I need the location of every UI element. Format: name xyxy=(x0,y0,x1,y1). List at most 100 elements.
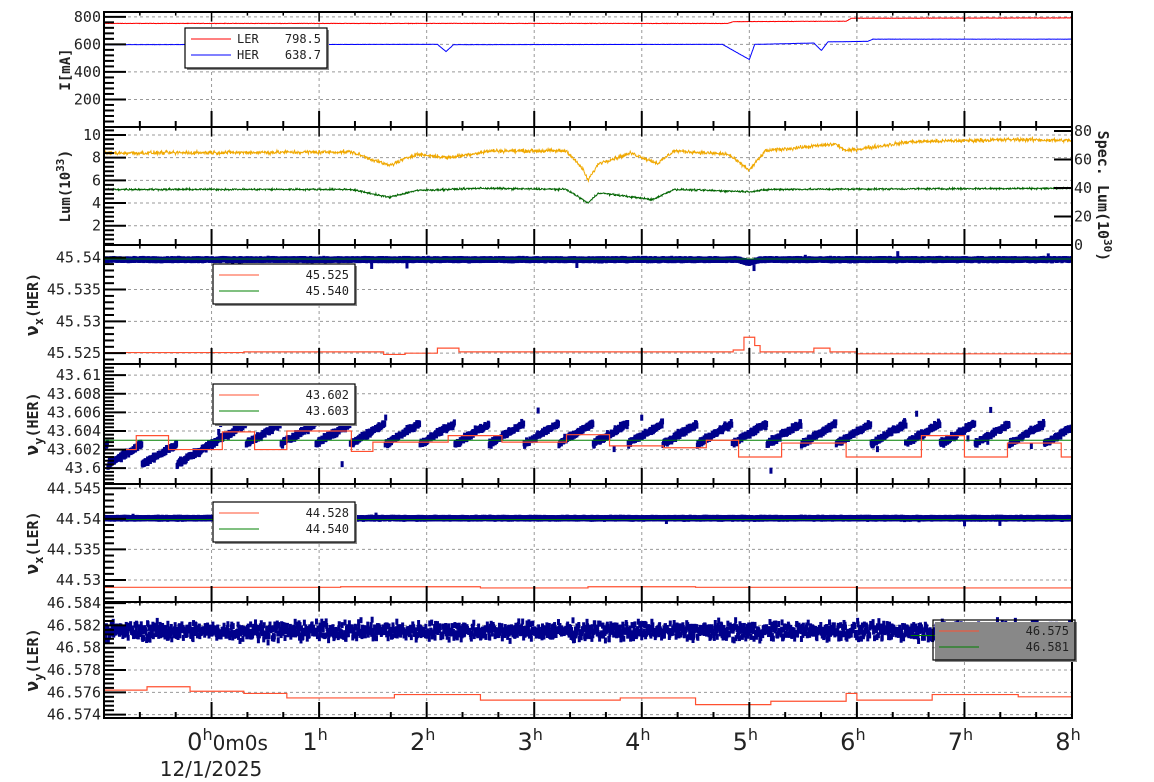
y-tick-label: 43.602 xyxy=(47,441,101,459)
y-tick-label: 400 xyxy=(74,63,101,81)
y-tick-label: 8 xyxy=(92,149,101,167)
line-series-Spec. Lum xyxy=(104,135,1072,183)
scatter-series-tune xyxy=(104,406,1072,474)
y-tick-label: 43.604 xyxy=(47,422,101,440)
y-label-main: Lum(10 xyxy=(58,172,74,223)
right-y-axis-label: Spec. Lum(1030) xyxy=(1094,131,1114,262)
scatter-point xyxy=(697,441,701,448)
scatter-point xyxy=(730,421,734,428)
y-tick-label: 43.606 xyxy=(47,403,101,421)
y-label-main: ν xyxy=(22,445,43,456)
y-label-end: (HER) xyxy=(24,273,42,318)
scatter-point xyxy=(575,262,579,269)
y-label-sub: x xyxy=(32,318,46,325)
legend-box xyxy=(184,27,328,69)
y-tick-label: 10 xyxy=(83,126,101,144)
y-tick-label: 45.535 xyxy=(47,281,101,299)
y-tick-label: 43.608 xyxy=(47,385,101,403)
y-tick-label: 43.6 xyxy=(65,459,101,477)
y-tick-label: 45.53 xyxy=(56,312,101,330)
scatter-point xyxy=(1007,422,1011,429)
scatter-point xyxy=(875,446,879,453)
y-axis-label: Lum(1033) xyxy=(54,150,74,223)
data-layer xyxy=(104,406,1072,474)
y-axis-label: νy(HER) xyxy=(22,392,46,455)
scatter-point xyxy=(556,420,560,427)
y-label-end: (HER) xyxy=(24,392,42,437)
scatter-point xyxy=(175,440,179,447)
y-tick-label: 6 xyxy=(92,171,101,189)
legend-value: 43.603 xyxy=(306,404,349,418)
scatter-point xyxy=(966,435,970,442)
line-series-ref-red xyxy=(104,430,1072,458)
scatter-point xyxy=(903,419,907,426)
scatter-point xyxy=(640,414,644,421)
scatter-point xyxy=(522,420,526,427)
right-y-tick-label: 60 xyxy=(1074,151,1092,169)
y-axis-label: I[mA] xyxy=(58,48,74,90)
scatter-point xyxy=(1042,420,1046,427)
right-y-label-end: ) xyxy=(1094,252,1112,261)
scatter-point xyxy=(682,430,686,437)
scatter-point xyxy=(765,420,769,427)
scatter-point xyxy=(178,456,182,463)
scatter-point xyxy=(1029,443,1033,450)
y-tick-label: 2 xyxy=(92,217,101,235)
data-layer xyxy=(104,135,1072,204)
y-tick-label: 800 xyxy=(74,8,101,26)
y-tick-label: 45.525 xyxy=(47,344,101,362)
data-layer xyxy=(104,251,1072,356)
panel-4: 43.643.60243.60443.60643.60843.61νy(HER)… xyxy=(22,363,1073,485)
scatter-point xyxy=(904,422,908,429)
y-axis-label: νx(HER) xyxy=(22,273,46,336)
y-tick-label: 43.61 xyxy=(56,366,101,384)
scatter-point xyxy=(487,421,491,428)
scatter-point xyxy=(869,421,873,428)
scatter-point xyxy=(405,262,409,269)
scatter-point xyxy=(629,440,633,447)
legend-name: LER xyxy=(237,32,259,46)
scatter-point xyxy=(383,420,387,427)
scatter-point xyxy=(752,265,756,272)
right-y-tick-label: 0 xyxy=(1074,236,1083,254)
legend-value: 798.5 xyxy=(285,32,321,46)
panel-frame xyxy=(103,126,1073,246)
scatter-point xyxy=(798,419,802,426)
legend-value: 43.602 xyxy=(306,388,349,402)
legend-value: 45.540 xyxy=(306,284,349,298)
scatter-point xyxy=(769,467,773,474)
right-y-label-sup: 30 xyxy=(1101,239,1114,252)
line-series-LER xyxy=(104,17,1072,25)
y-label-main: I[mA] xyxy=(58,48,74,90)
scatter-point xyxy=(625,423,629,430)
scatter-point xyxy=(384,414,388,421)
scatter-point xyxy=(465,435,469,442)
right-y-tick-label: 20 xyxy=(1074,208,1092,226)
scatter-point xyxy=(452,419,456,426)
scatter-point xyxy=(1059,433,1063,440)
legend-box xyxy=(212,383,356,425)
scatter-point xyxy=(276,424,280,431)
scatter-point xyxy=(418,421,422,428)
scatter-point xyxy=(268,429,272,436)
scatter-point xyxy=(119,456,123,463)
legend-value: 638.7 xyxy=(285,48,321,62)
scatter-point xyxy=(534,436,538,443)
legend-box xyxy=(212,263,356,305)
scatter-point xyxy=(660,422,664,429)
scatter-point xyxy=(989,406,993,413)
scatter-point xyxy=(536,407,540,414)
scatter-point xyxy=(591,421,595,428)
y-label-end: ) xyxy=(56,150,74,159)
right-y-label-main: Spec. Lum(10 xyxy=(1094,131,1112,239)
y-tick-label: 600 xyxy=(74,35,101,53)
legend: 43.602 43.603 xyxy=(212,383,357,426)
scatter-point xyxy=(612,446,616,453)
line-series-ref-red xyxy=(104,336,1072,356)
